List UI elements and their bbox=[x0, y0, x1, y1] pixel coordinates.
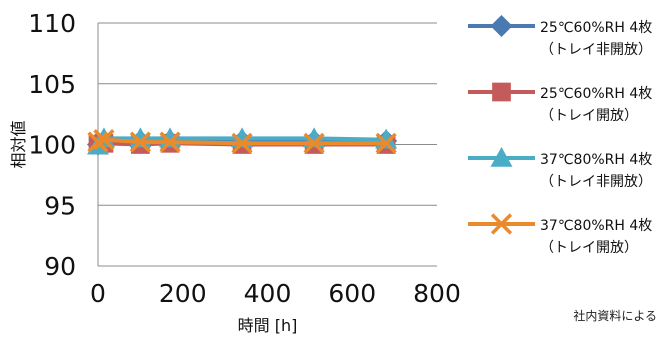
series-4-point bbox=[129, 131, 151, 153]
series-4-point bbox=[159, 131, 181, 153]
series-4-point bbox=[303, 132, 325, 154]
legend-label-3: 37℃80%RH 4枚 bbox=[540, 152, 652, 168]
x-tick-label: 200 bbox=[159, 279, 207, 308]
legend-marker-1 bbox=[490, 15, 513, 37]
series-4-point bbox=[375, 132, 397, 154]
legend-label-1: （トレイ非開放） bbox=[540, 42, 652, 58]
legend-label-4: （トレイ開放） bbox=[540, 240, 638, 256]
legend-marker-4 bbox=[490, 213, 513, 235]
legend-marker-2 bbox=[492, 82, 511, 102]
x-tick-label: 800 bbox=[413, 279, 461, 308]
legend-label-2: 25℃60%RH 4枚 bbox=[540, 86, 652, 102]
y-tick-label: 95 bbox=[44, 191, 76, 220]
series-4-point bbox=[87, 131, 109, 153]
legend-label-2: （トレイ開放） bbox=[540, 108, 638, 124]
y-tick-label: 90 bbox=[44, 252, 76, 281]
legend-marker-3 bbox=[490, 147, 513, 167]
y-axis-title: 相対値 bbox=[9, 120, 28, 168]
y-tick-label: 110 bbox=[28, 9, 76, 38]
source-note: 社内資料による bbox=[573, 309, 657, 323]
legend-label-1: 25℃60%RH 4枚 bbox=[540, 20, 652, 36]
series-4-point bbox=[231, 132, 253, 154]
x-tick-label: 400 bbox=[244, 279, 292, 308]
series-4-point bbox=[93, 129, 115, 151]
x-tick-label: 0 bbox=[90, 279, 106, 308]
x-axis-title: 時間 [h] bbox=[238, 316, 298, 335]
y-tick-label: 100 bbox=[28, 131, 76, 160]
y-tick-label: 105 bbox=[28, 70, 76, 99]
legend-label-4: 37℃80%RH 4枚 bbox=[540, 218, 652, 234]
legend-label-3: （トレイ非開放） bbox=[540, 174, 652, 190]
x-tick-label: 600 bbox=[328, 279, 376, 308]
